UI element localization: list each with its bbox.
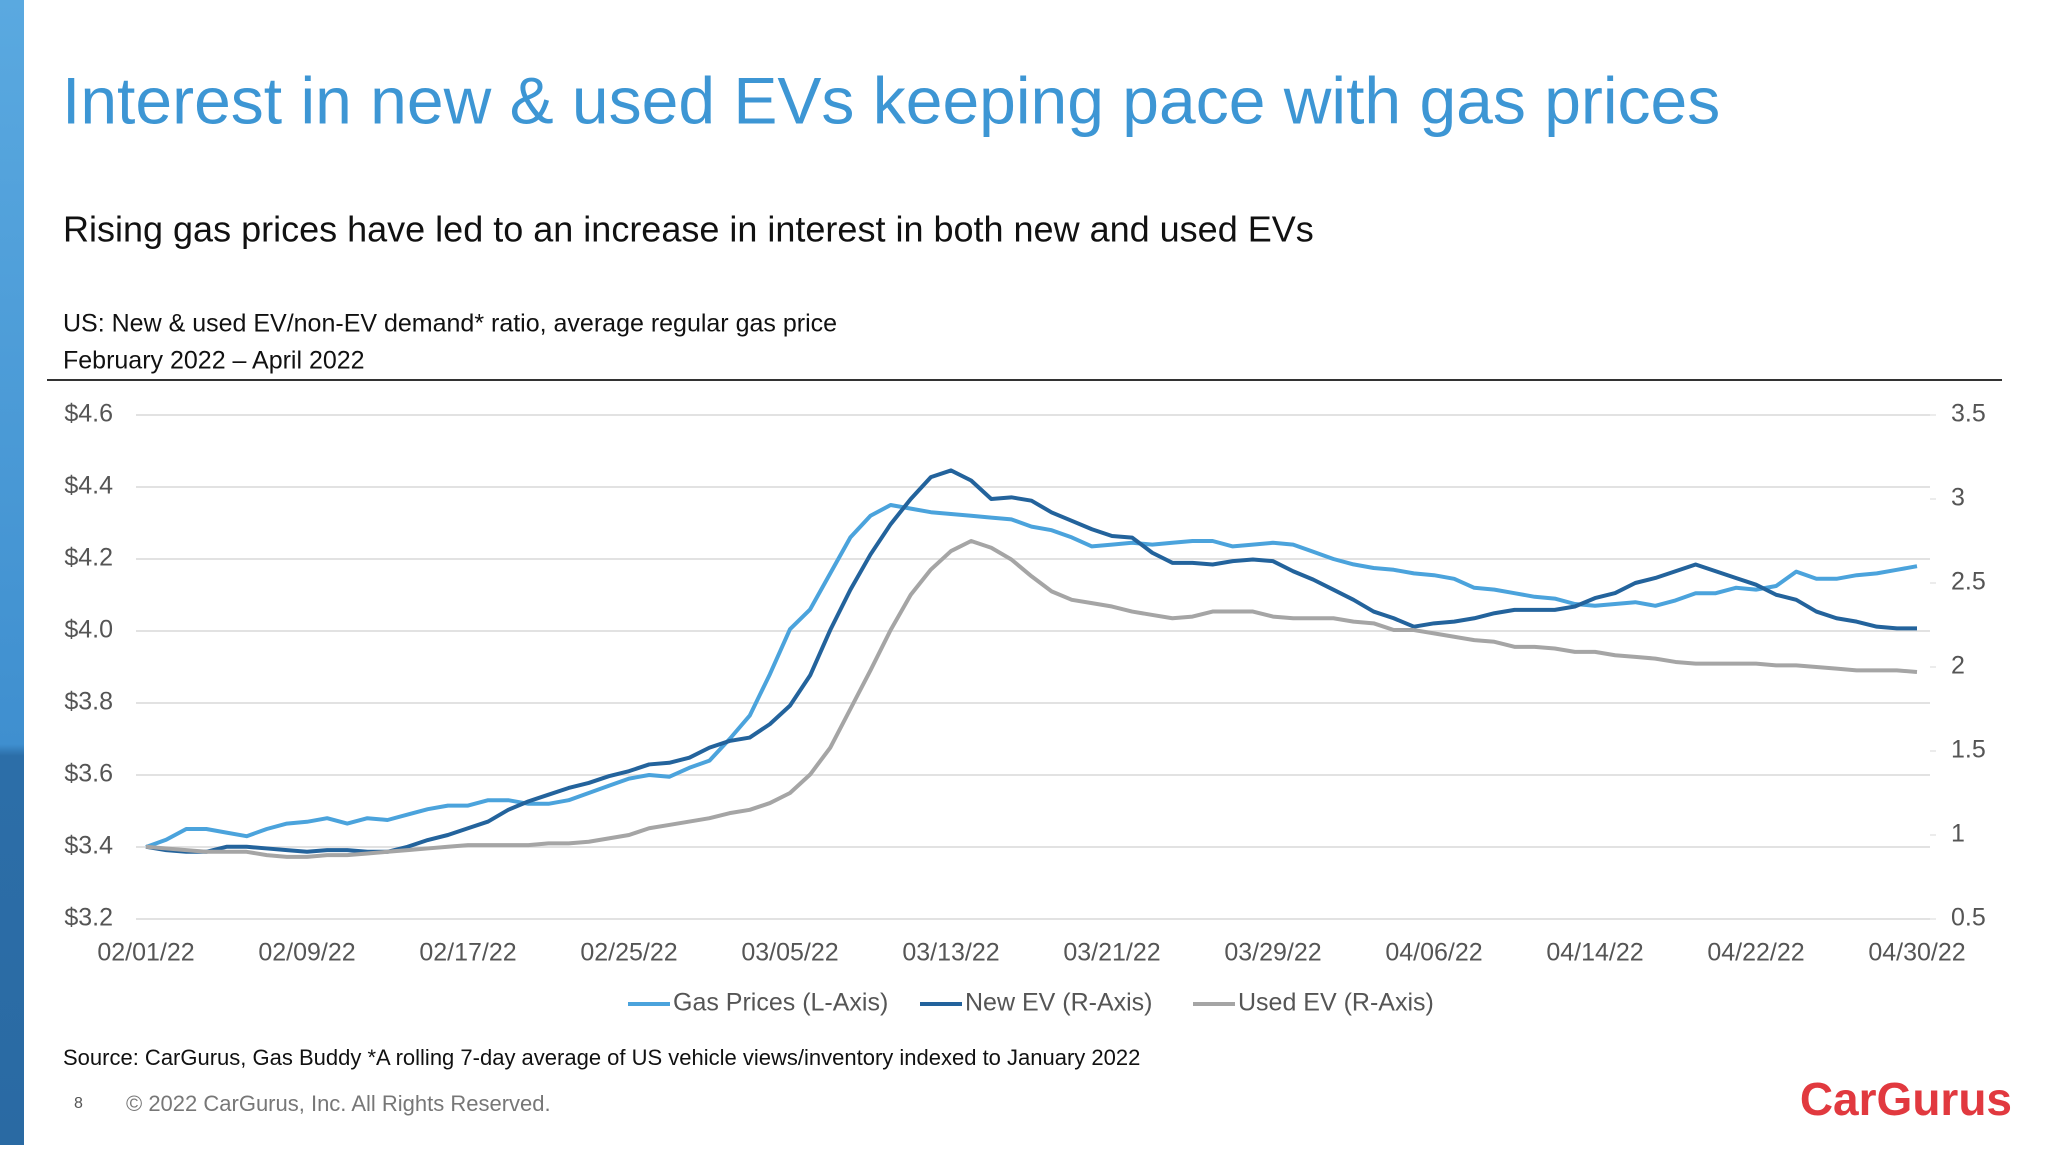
series-line	[145, 468, 1917, 854]
x-tick-label: 02/01/22	[97, 939, 194, 967]
y2-tick-label: 2.5	[1951, 568, 1986, 596]
y-tick-label: $4.4	[64, 472, 113, 500]
copyright: © 2022 CarGurus, Inc. All Rights Reserve…	[126, 1091, 551, 1116]
slide-subtitle: Rising gas prices have led to an increas…	[63, 209, 1314, 250]
logo: CarGurus	[1800, 1073, 2012, 1125]
y-tick-label: $3.6	[64, 760, 113, 788]
x-tick-label: 04/06/22	[1385, 939, 1482, 967]
x-tick-label: 02/09/22	[258, 939, 355, 967]
x-tick-label: 02/17/22	[419, 939, 516, 967]
x-tick-label: 02/25/22	[580, 939, 677, 967]
chart-title: US: New & used EV/non-EV demand* ratio, …	[63, 310, 837, 338]
x-tick-label: 03/05/22	[741, 939, 838, 967]
plot: $4.6 $4.4 $4.2 $4.0 $3.8 $3.6 $3.4 $3.2 3.5 3 2.5 2…	[64, 400, 1985, 1017]
y2-tick-label: 0.5	[1951, 904, 1986, 932]
y2-tick-label: 1.5	[1951, 736, 1986, 764]
slide-title: Interest in new & used EVs keeping pace …	[62, 63, 1720, 137]
page-number: 8	[74, 1095, 83, 1112]
x-tick-label: 04/30/22	[1868, 939, 1965, 967]
x-tick-label: 03/21/22	[1063, 939, 1160, 967]
y2-tick-label: 3.5	[1951, 400, 1986, 428]
y-tick-label: $3.4	[64, 832, 113, 860]
x-tick-label: 03/13/22	[902, 939, 999, 967]
series-line	[145, 503, 1918, 849]
legend-label: Used EV (R-Axis)	[1238, 989, 1434, 1017]
y-tick-label: $4.2	[64, 544, 113, 572]
source-note: Source: CarGurus, Gas Buddy *A rolling 7…	[63, 1045, 1140, 1070]
y2-tick-label: 2	[1951, 652, 1965, 680]
legend-label: Gas Prices (L-Axis)	[673, 989, 888, 1017]
y-tick-label: $4.0	[64, 616, 113, 644]
x-tick-label: 03/29/22	[1224, 939, 1321, 967]
x-tick-label: 04/14/22	[1546, 939, 1643, 967]
side-bar	[0, 0, 24, 1145]
x-tick-label: 04/22/22	[1707, 939, 1804, 967]
y-tick-label: $3.8	[64, 688, 113, 716]
y-tick-label: $3.2	[64, 904, 113, 932]
y-tick-label: $4.6	[64, 400, 113, 428]
y2-tick-label: 1	[1951, 820, 1965, 848]
chart-subtitle: February 2022 – April 2022	[63, 347, 365, 375]
legend-label: New EV (R-Axis)	[965, 989, 1153, 1017]
series-line	[145, 539, 1918, 859]
y2-tick-label: 3	[1951, 484, 1965, 512]
